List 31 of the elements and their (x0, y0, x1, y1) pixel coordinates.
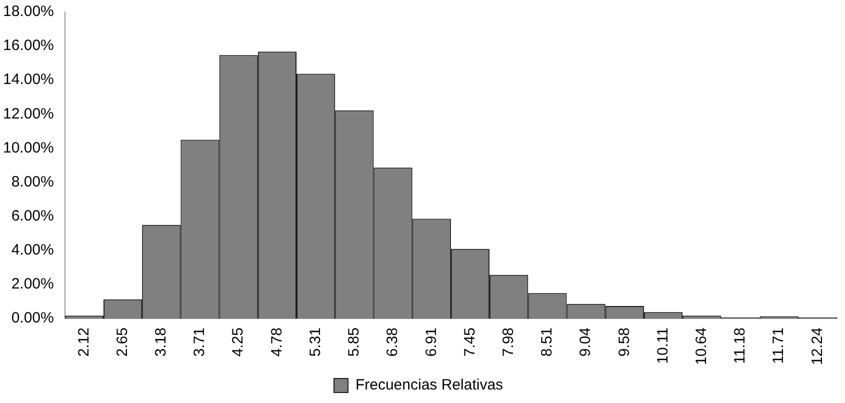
y-tick-label: 14.00% (3, 71, 54, 88)
x-tick-label: 9.58 (616, 327, 633, 357)
y-tick-label: 0.00% (11, 310, 54, 327)
y-tick-label: 4.00% (11, 242, 54, 258)
x-tick-label: 11.18 (732, 327, 749, 364)
x-tick-label: 12.24 (808, 327, 826, 366)
x-tick-label: 4.25 (230, 327, 247, 357)
y-tick-label: 16.00% (3, 37, 54, 54)
x-tick-label: 7.98 (500, 327, 517, 357)
y-tick-label: 18.00% (3, 3, 54, 20)
y-tick-label: 6.00% (11, 207, 54, 224)
x-tick-label: 2.65 (114, 327, 131, 357)
x-tick-label: 3.18 (152, 327, 170, 357)
x-tick-label: 10.11 (654, 327, 672, 364)
x-tick-label: 10.64 (693, 327, 710, 366)
y-tick-label: 12.00% (3, 105, 54, 122)
y-tick-label: 10.00% (3, 139, 54, 156)
x-tick-label: 2.12 (75, 327, 92, 357)
legend-label: Frecuencias Relativas (355, 376, 504, 394)
x-tick-label: 5.31 (306, 327, 324, 357)
x-tick-label: 7.45 (461, 327, 478, 357)
x-tick-label: 6.38 (384, 327, 402, 357)
x-tick-label: 4.78 (268, 327, 286, 357)
x-tick-label: 11.71 (770, 327, 788, 364)
y-tick-label: 8.00% (11, 173, 54, 190)
x-tick-label: 5.85 (346, 327, 363, 357)
y-tick-label: 2.00% (11, 276, 54, 293)
x-tick-label: 3.71 (191, 327, 208, 357)
x-tick-label: 8.51 (538, 327, 556, 357)
x-tick-label: 6.91 (422, 327, 440, 357)
x-tick-label: 9.04 (577, 327, 594, 357)
